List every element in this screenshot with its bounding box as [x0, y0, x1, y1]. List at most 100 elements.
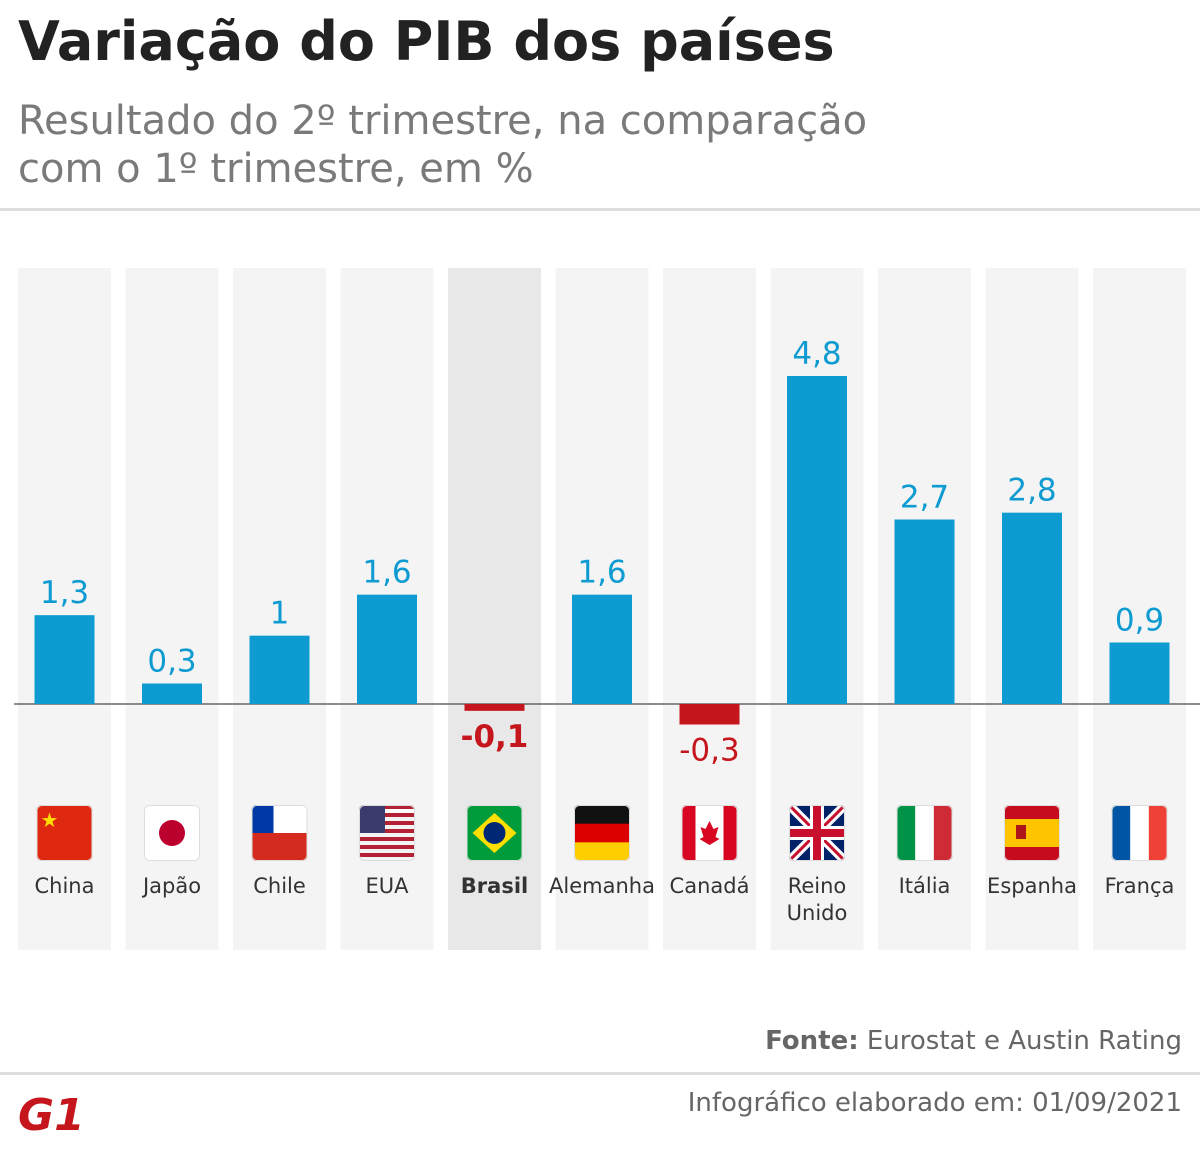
flag: [359, 845, 415, 849]
flag-border: [251, 805, 308, 861]
bar: [894, 519, 955, 704]
flag: [933, 805, 953, 861]
value-label: -0,1: [461, 719, 529, 755]
category-label: França: [1105, 874, 1175, 898]
flag-border: [1004, 805, 1060, 861]
flag: [896, 805, 916, 861]
flag-icon: [251, 805, 308, 861]
bar: [142, 683, 202, 704]
category-label: Alemanha: [549, 874, 655, 898]
flag: [36, 805, 93, 861]
flag-body: [466, 805, 523, 861]
flag-icon: [144, 805, 200, 861]
flag: [789, 805, 845, 861]
flag: [1004, 819, 1060, 847]
flag-body: [789, 805, 845, 861]
bar: [572, 594, 632, 704]
category-line: Unido: [787, 901, 848, 925]
value-label: 2,7: [900, 480, 949, 516]
flag-body: ★: [36, 805, 93, 861]
value-label: 1,3: [40, 575, 89, 611]
flag-body: [359, 805, 415, 857]
divider: [0, 1072, 1200, 1075]
category-label: Japão: [141, 874, 201, 898]
flag: [915, 805, 935, 861]
chart: 1,3 ★ China 0,3 Japão 1 Chile 1,6 EUA -0,1 Brasil 1…: [14, 268, 1200, 950]
flag: [359, 805, 415, 809]
category-label: Reino Unido: [787, 874, 848, 925]
flag-icon: [1004, 805, 1060, 861]
flag: [251, 833, 308, 861]
bar: [679, 704, 740, 725]
category-label: Chile: [253, 874, 306, 898]
flag-border: [144, 805, 200, 861]
value-label: 0,3: [147, 644, 196, 680]
bar: [464, 704, 525, 711]
subtitle: com o 1º trimestre, em %: [18, 146, 534, 192]
value-label: 1,6: [577, 555, 626, 591]
category-label: Brasil: [461, 874, 528, 898]
bar: [357, 594, 417, 704]
bar: [1109, 642, 1170, 704]
divider: [0, 208, 1200, 211]
source-label: Fonte:: [765, 1026, 859, 1056]
category-line: Reino: [788, 874, 847, 898]
footer: Infográfico elaborado em: 01/09/2021: [687, 1088, 1182, 1118]
value-label: 4,8: [792, 336, 841, 372]
value-label: 1,6: [362, 555, 411, 591]
flag-border: [1111, 805, 1168, 861]
bar: [249, 635, 310, 704]
flag-border: [466, 805, 523, 861]
source-text: Eurostat e Austin Rating: [866, 1026, 1182, 1056]
flag-body: [1111, 805, 1168, 861]
flag: [359, 809, 415, 813]
category-label: China: [35, 874, 95, 898]
flag: [1148, 805, 1168, 861]
flag: [723, 805, 738, 861]
flag: [483, 822, 506, 844]
flag: [159, 820, 185, 846]
flag-icon: [789, 805, 845, 861]
source: Fonte: Eurostat e Austin Rating: [765, 1026, 1182, 1056]
category-label: EUA: [365, 874, 409, 898]
flag: [1016, 825, 1026, 839]
flag: [359, 821, 415, 825]
flag: [251, 805, 274, 833]
flag: [359, 853, 415, 857]
flag-icon: [359, 805, 415, 861]
bar: [787, 376, 847, 704]
flag-body: [144, 805, 200, 861]
flag-body: [574, 805, 630, 861]
flag: [359, 813, 415, 817]
flag-body: [1004, 805, 1060, 861]
flag-border: [574, 805, 630, 861]
flag-star: ★: [41, 808, 59, 832]
category-label: Canadá: [670, 874, 750, 898]
flag-icon: [466, 805, 523, 861]
value-label: 2,8: [1007, 473, 1056, 509]
flag: [359, 805, 385, 833]
flag-border: [36, 805, 93, 861]
bar: [1002, 512, 1062, 704]
subtitle: Resultado do 2º trimestre, na comparação: [18, 98, 868, 144]
category-label: Espanha: [987, 874, 1077, 898]
flag-border: [359, 805, 415, 861]
flag-icon: ★: [36, 805, 93, 861]
value-label: 0,9: [1115, 603, 1164, 639]
flag-icon: [1111, 805, 1168, 861]
flag: [681, 805, 696, 861]
value-label: 1: [270, 596, 290, 632]
flag-body: [681, 805, 738, 861]
flag-icon: [574, 805, 630, 861]
flag: [359, 837, 415, 841]
flag-border: [681, 805, 738, 861]
flag-icon: [896, 805, 953, 861]
flag: [1111, 805, 1131, 861]
flag: [1130, 805, 1150, 861]
flag-border: [896, 805, 953, 861]
title: Variação do PIB dos países: [18, 10, 835, 73]
flag-body: [251, 805, 308, 861]
logo: G1: [18, 1090, 85, 1141]
flag: [574, 842, 630, 861]
